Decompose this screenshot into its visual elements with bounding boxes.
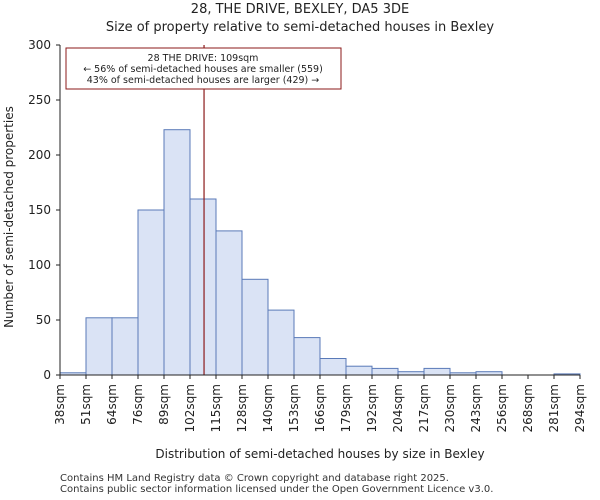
annotation-line-3: 43% of semi-detached houses are larger (… — [87, 75, 320, 86]
histogram-bar — [85, 317, 113, 376]
chart-subtitle: Size of property relative to semi-detach… — [105, 20, 495, 35]
x-tick-label: 102sqm — [183, 384, 197, 432]
x-tick-label: 243sqm — [469, 384, 483, 432]
histogram-bar — [319, 358, 347, 376]
x-axis-label: Distribution of semi-detached houses by … — [155, 447, 484, 461]
annotation-line-1: 28 THE DRIVE: 109sqm — [148, 53, 259, 64]
x-tick-label: 153sqm — [287, 384, 301, 432]
histogram-bar — [241, 278, 269, 376]
y-axis-label: Number of semi-detached properties — [2, 106, 16, 328]
x-tick-label: 89sqm — [157, 384, 171, 425]
histogram-bar — [371, 367, 399, 376]
y-tick-label: 250 — [28, 93, 51, 107]
x-tick-label: 192sqm — [365, 384, 379, 432]
histogram-bar — [267, 309, 295, 376]
x-tick-label: 140sqm — [261, 384, 275, 432]
x-tick-label: 128sqm — [235, 384, 249, 432]
histogram-bar — [293, 337, 321, 376]
histogram-bar — [189, 198, 217, 376]
histogram-bar — [215, 230, 243, 376]
chart-title: 28, THE DRIVE, BEXLEY, DA5 3DE — [190, 2, 410, 17]
x-tick-label: 38sqm — [53, 384, 67, 425]
annotation-box: 28 THE DRIVE: 109sqm ← 56% of semi-detac… — [65, 47, 342, 90]
x-tick-label: 204sqm — [391, 384, 405, 432]
footer-copyright: Contains HM Land Registry data © Crown c… — [60, 473, 449, 484]
y-tick-label: 0 — [43, 368, 51, 382]
y-tick-label: 200 — [28, 148, 51, 162]
histogram-chart: 28 THE DRIVE: 109sqm ← 56% of semi-detac… — [2, 38, 587, 461]
x-tick-label: 230sqm — [443, 384, 457, 432]
x-tick-label: 51sqm — [79, 384, 93, 425]
x-tick-label: 217sqm — [417, 384, 431, 432]
histogram-bar — [111, 317, 139, 376]
y-tick-label: 50 — [36, 313, 51, 327]
x-tick-label: 179sqm — [339, 384, 353, 432]
footer-licence: Contains public sector information licen… — [60, 484, 494, 495]
y-tick-label: 100 — [28, 258, 51, 272]
x-tick-label: 281sqm — [547, 384, 561, 432]
x-tick-label: 166sqm — [313, 384, 327, 432]
x-tick-label: 268sqm — [521, 384, 535, 432]
x-tick-label: 64sqm — [105, 384, 119, 425]
x-tick-label: 256sqm — [495, 384, 509, 432]
x-tick-label: 76sqm — [131, 384, 145, 425]
histogram-bar — [163, 129, 191, 376]
y-tick-label: 300 — [28, 38, 51, 52]
histogram-bar — [137, 209, 165, 376]
annotation-line-2: ← 56% of semi-detached houses are smalle… — [83, 64, 323, 75]
histogram-bar — [345, 365, 373, 376]
x-tick-label: 294sqm — [573, 384, 587, 432]
x-tick-label: 115sqm — [209, 384, 223, 432]
y-tick-label: 150 — [28, 203, 51, 217]
histogram-bar — [423, 367, 451, 376]
